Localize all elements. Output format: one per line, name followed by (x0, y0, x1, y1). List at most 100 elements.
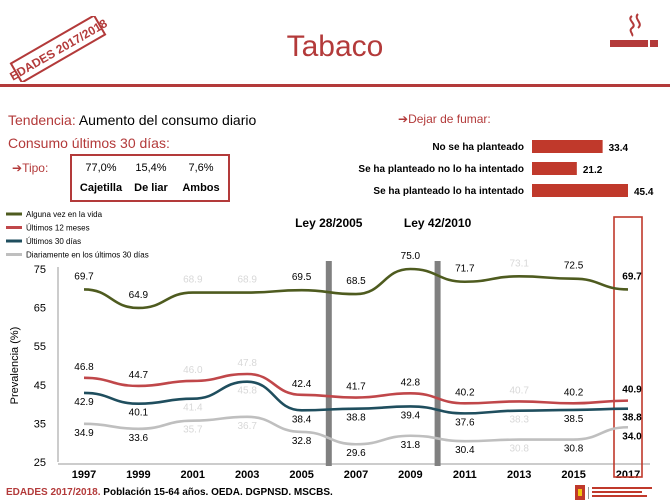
footer-highlight: EDADES 2017/2018. (6, 487, 101, 498)
prevalence-chart: 25 35 45 55 65 75 Prevalencia (%) 1997 1999 2001 2… (6, 210, 650, 481)
tipo-label: ➔Tipo: (12, 161, 48, 175)
series-line (83, 415, 629, 446)
bar (532, 140, 603, 153)
data-label: 69.7 (74, 271, 94, 282)
tipo-pct: 15,4% (135, 162, 167, 174)
x-tick-label: 1997 (72, 469, 96, 481)
x-tick-label: 2007 (344, 469, 368, 481)
y-tick-label: 75 (34, 264, 46, 276)
data-label: 33.6 (129, 433, 149, 444)
bar-value-label: 33.4 (609, 143, 629, 154)
data-label: 30.8 (509, 444, 529, 455)
cigarette-icon (610, 13, 658, 47)
x-tick-label: 2009 (398, 469, 422, 481)
data-label: 69.5 (292, 272, 312, 283)
data-label: 29.6 (346, 448, 366, 459)
x-tick-label: 2005 (289, 469, 313, 481)
data-label: 34.0 (622, 431, 642, 442)
bar-category-label: Se ha planteado lo ha intentado (373, 186, 524, 197)
tipo-type-label: De liar (134, 182, 168, 194)
arrow-right-icon: ➔ (12, 161, 23, 175)
data-label: 35.7 (183, 425, 203, 436)
y-tick-label: 55 (34, 341, 46, 353)
ministry-logo (575, 485, 652, 500)
data-label: 30.8 (564, 444, 584, 455)
data-label: 68.5 (346, 276, 366, 287)
data-label: 31.8 (401, 440, 421, 451)
series-line (83, 267, 629, 310)
series-line (83, 372, 629, 405)
edades-stamp: EDADES 2017/2018 (7, 16, 110, 82)
data-label: 36.7 (237, 421, 257, 432)
bar-value-label: 45.4 (634, 187, 654, 198)
dejar-fumar-title: ➔Dejar de fumar: (398, 112, 491, 126)
law-divider (434, 261, 441, 466)
legend-entry: Alguna vez en la vida (26, 210, 103, 219)
tipo-pct: 7,6% (188, 162, 214, 174)
bar-category-label: No se ha planteado (432, 142, 524, 153)
data-label: 64.9 (129, 290, 149, 301)
data-label: 75.0 (401, 251, 421, 262)
tipo-box: 77,0% 15,4% 7,6% Cajetilla De liar Ambos (70, 154, 230, 202)
title-divider (0, 84, 670, 87)
footer-text: Población 15-64 años. OEDA. DGPNSD. MSCB… (103, 487, 333, 498)
trend-label: Tendencia: (8, 112, 76, 128)
legend-entry: Diariamente en los últimos 30 días (26, 251, 149, 260)
bar (532, 162, 577, 175)
data-label: 38.8 (622, 413, 642, 424)
data-label: 42.4 (292, 379, 312, 390)
y-tick-label: 65 (34, 303, 46, 315)
data-label: 68.9 (237, 275, 257, 286)
arrow-right-icon: ➔ (398, 112, 409, 126)
y-tick-label: 35 (34, 418, 46, 430)
data-label: 32.8 (292, 436, 312, 447)
x-tick-label: 2001 (181, 469, 205, 481)
x-tick-label: 2011 (453, 469, 477, 481)
dejar-fumar-title-text: Dejar de fumar: (408, 112, 491, 126)
data-label: 38.5 (564, 414, 584, 425)
data-label: 37.6 (455, 417, 475, 428)
data-label: 47.8 (237, 358, 257, 369)
data-label: 30.4 (455, 445, 475, 456)
law-divider (325, 261, 332, 466)
page-title: Tabaco (286, 30, 384, 63)
data-label: 40.1 (129, 408, 149, 419)
x-tick-label: 2017 (616, 469, 640, 481)
tipo-pct: 77,0% (85, 162, 117, 174)
data-label: 69.7 (622, 271, 642, 282)
law-annotation: Ley 28/2005 (295, 216, 363, 230)
consumo-label: Consumo últimos 30 días: (8, 135, 170, 151)
footer-source: EDADES 2017/2018. Población 15-64 años. … (6, 487, 333, 498)
data-label: 73.1 (509, 258, 529, 269)
dejar-fumar-chart: No se ha planteado 33.4 Se ha planteado no… (358, 140, 654, 198)
tipo-label-text: Tipo: (22, 161, 49, 175)
data-label: 40.7 (509, 385, 529, 396)
data-label: 39.4 (401, 410, 421, 421)
bar-category-label: Se ha planteado no lo ha intentado (358, 164, 524, 175)
data-label: 40.2 (455, 387, 475, 398)
data-label: 44.7 (129, 370, 149, 381)
data-label: 41.4 (183, 403, 203, 414)
data-label: 72.5 (564, 261, 584, 272)
tipo-type-label: Ambos (182, 182, 220, 194)
x-tick-label: 1999 (126, 469, 150, 481)
law-annotation: Ley 42/2010 (404, 216, 472, 230)
y-tick-label: 25 (34, 457, 46, 469)
data-label: 40.2 (564, 387, 584, 398)
y-axis-label: Prevalencia (%) (9, 327, 21, 405)
bar-value-label: 21.2 (583, 165, 603, 176)
data-label: 45.8 (237, 386, 257, 397)
legend-entry: Últimos 12 meses (26, 224, 90, 233)
data-label: 40.9 (622, 385, 642, 396)
series-line (83, 380, 629, 415)
data-label: 38.3 (509, 415, 529, 426)
data-label: 42.9 (74, 397, 94, 408)
y-tick-label: 45 (34, 380, 46, 392)
legend-entry: Últimos 30 días (26, 237, 81, 246)
trend-line: Tendencia: Aumento del consumo diario (8, 112, 256, 128)
highlight-2017-box (613, 216, 643, 478)
trend-value: Aumento del consumo diario (78, 112, 257, 128)
data-label: 42.8 (401, 377, 421, 388)
data-label: 34.9 (74, 428, 94, 439)
data-label: 46.0 (183, 365, 203, 376)
